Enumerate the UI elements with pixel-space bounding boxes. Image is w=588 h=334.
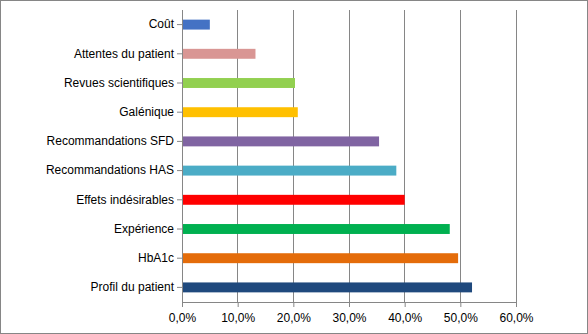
grid-line — [460, 10, 461, 302]
y-tick: Profil du patient — [91, 280, 182, 294]
bar — [182, 107, 298, 117]
y-tick-label: Revues scientifiques — [64, 76, 174, 90]
chart-border — [1, 1, 588, 334]
y-tick-label: Coût — [149, 17, 175, 31]
x-tick-mark — [293, 302, 294, 307]
x-tick: 40,0% — [388, 302, 422, 325]
x-tick-label: 20,0% — [277, 311, 311, 325]
y-tick-label: Recommandations HAS — [46, 163, 174, 177]
y-tick-mark — [177, 258, 182, 259]
chart: 0,0% 10,0% 20,0% 30,0% 40,0% 50,0% 60,0% Coût At… — [0, 0, 588, 334]
x-axis-line — [183, 303, 517, 308]
x-tick-label: 30,0% — [332, 311, 366, 325]
y-tick-mark — [177, 24, 182, 25]
x-tick-label: 0,0% — [169, 311, 197, 325]
bar — [182, 20, 210, 30]
bar — [182, 282, 472, 292]
x-tick-mark — [405, 302, 406, 307]
y-tick-mark — [177, 199, 182, 200]
y-tick-mark — [177, 53, 182, 54]
y-tick: Revues scientifiques — [64, 76, 182, 90]
x-tick: 20,0% — [277, 302, 311, 325]
y-tick: Recommandations HAS — [46, 163, 182, 177]
x-tick-mark — [460, 302, 461, 307]
bar — [182, 195, 405, 205]
x-axis: 0,0% 10,0% 20,0% 30,0% 40,0% 50,0% 60,0% — [169, 302, 534, 325]
x-tick-mark — [182, 302, 183, 307]
bars — [182, 20, 472, 293]
y-tick: Effets indésirables — [76, 193, 182, 207]
y-axis-line — [182, 11, 183, 303]
bar — [182, 224, 450, 234]
grid — [182, 10, 516, 302]
bar — [182, 166, 396, 176]
bar — [182, 253, 458, 263]
y-tick-mark — [177, 112, 182, 113]
y-tick-label: Galénique — [119, 105, 174, 119]
bar — [182, 136, 379, 146]
y-tick: Coût — [149, 17, 182, 31]
y-tick-mark — [177, 170, 182, 171]
y-tick-label: Recommandations SFD — [47, 134, 175, 148]
y-tick-label: Profil du patient — [91, 280, 175, 294]
x-tick-label: 10,0% — [221, 311, 255, 325]
x-tick: 60,0% — [499, 302, 533, 325]
y-tick: Expérience — [114, 222, 182, 236]
y-axis: Coût Attentes du patient Revues scientifiq… — [46, 11, 183, 303]
x-tick: 10,0% — [221, 302, 255, 325]
y-tick-mark — [177, 287, 182, 288]
y-tick-label: Effets indésirables — [76, 193, 174, 207]
x-tick: 0,0% — [169, 302, 197, 325]
x-tick-label: 60,0% — [499, 311, 533, 325]
y-tick-label: Expérience — [114, 222, 174, 236]
x-tick: 30,0% — [332, 302, 366, 325]
y-tick-mark — [177, 83, 182, 84]
x-tick: 50,0% — [444, 302, 478, 325]
bar — [182, 49, 255, 59]
y-tick-label: Attentes du patient — [74, 47, 175, 61]
y-tick-label: HbA1c — [138, 251, 174, 265]
x-tick-mark — [516, 302, 517, 307]
x-tick-mark — [349, 302, 350, 307]
plot: 0,0% 10,0% 20,0% 30,0% 40,0% 50,0% 60,0% Coût At… — [46, 10, 534, 325]
grid-line — [516, 10, 517, 302]
y-tick: HbA1c — [138, 251, 182, 265]
y-tick: Recommandations SFD — [47, 134, 182, 148]
y-tick-mark — [177, 229, 182, 230]
x-tick-mark — [238, 302, 239, 307]
x-tick-label: 50,0% — [444, 311, 478, 325]
y-tick: Attentes du patient — [74, 47, 182, 61]
y-tick: Galénique — [119, 105, 182, 119]
y-tick-mark — [177, 141, 182, 142]
x-tick-label: 40,0% — [388, 311, 422, 325]
bar — [182, 78, 295, 88]
